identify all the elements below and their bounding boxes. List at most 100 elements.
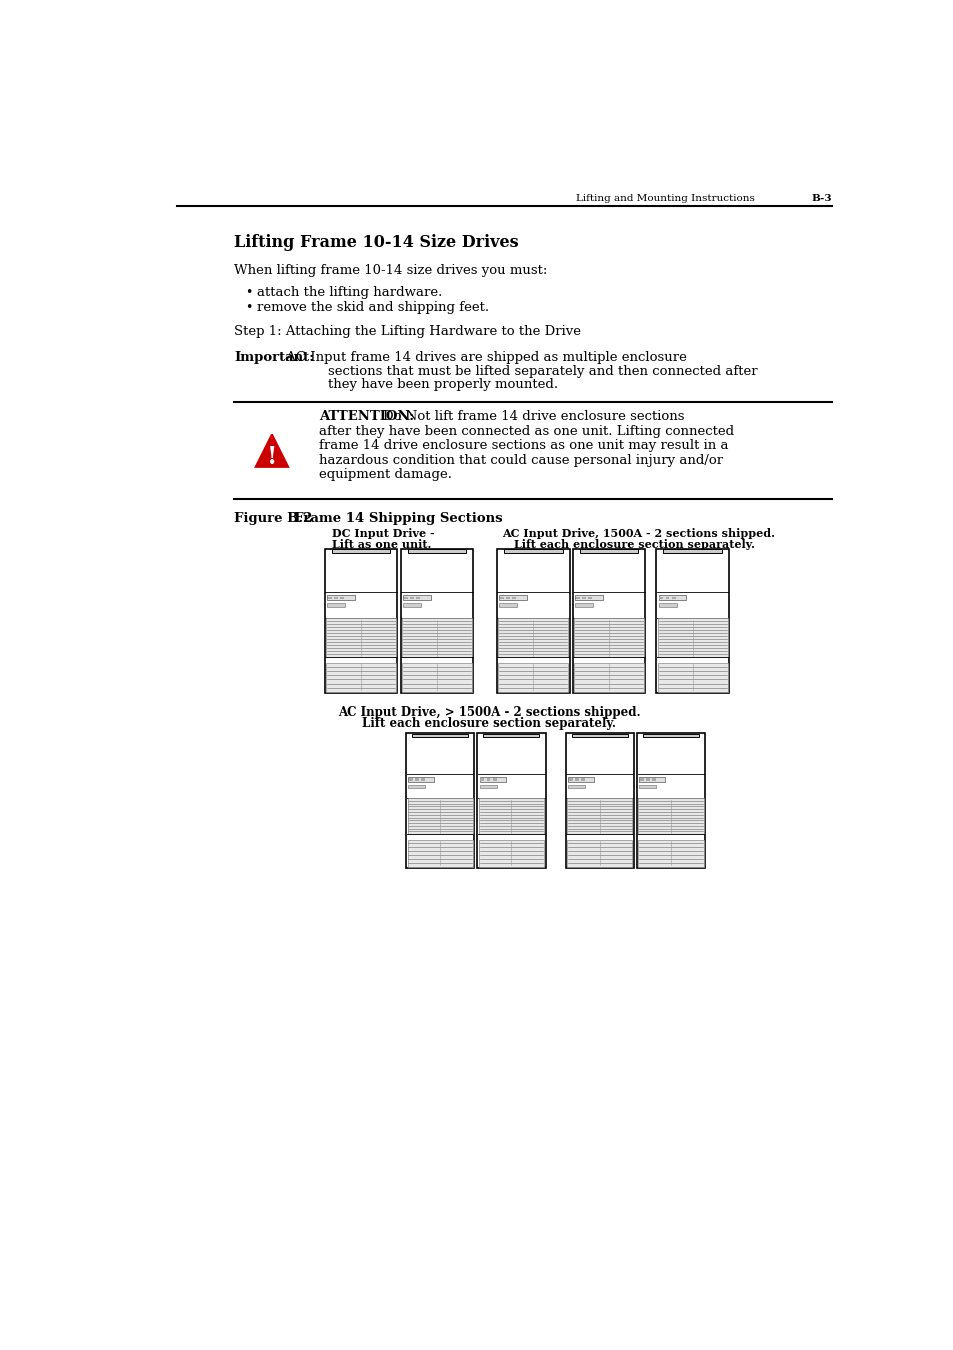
Text: •: •: [245, 301, 252, 313]
Bar: [575, 597, 579, 599]
Bar: [639, 784, 656, 788]
Bar: [642, 734, 699, 737]
Bar: [567, 784, 584, 788]
Bar: [480, 779, 484, 780]
Bar: [402, 663, 472, 691]
Bar: [638, 840, 703, 867]
Text: sections that must be lifted separately and then connected after: sections that must be lifted separately …: [328, 364, 758, 378]
Text: When lifting frame 10-14 size drives you must:: When lifting frame 10-14 size drives you…: [233, 265, 547, 277]
Bar: [479, 776, 505, 782]
Bar: [574, 663, 643, 691]
Bar: [498, 595, 526, 601]
Bar: [645, 779, 649, 780]
Bar: [497, 548, 569, 694]
Text: Lift each enclosure section separately.: Lift each enclosure section separately.: [361, 717, 616, 730]
Bar: [567, 798, 632, 834]
Bar: [665, 597, 669, 599]
Bar: [400, 548, 473, 694]
Bar: [402, 602, 420, 606]
Bar: [326, 618, 395, 657]
Bar: [498, 602, 517, 606]
Bar: [658, 602, 676, 606]
Bar: [483, 734, 538, 737]
Bar: [486, 779, 490, 780]
Bar: [497, 663, 567, 691]
Bar: [571, 734, 627, 737]
Bar: [575, 602, 593, 606]
Bar: [503, 549, 562, 553]
Bar: [326, 663, 395, 691]
Bar: [324, 548, 397, 694]
Bar: [409, 779, 413, 780]
Bar: [412, 734, 468, 737]
Bar: [639, 776, 664, 782]
Bar: [575, 779, 578, 780]
Text: Important:: Important:: [233, 351, 314, 363]
Bar: [568, 779, 572, 780]
Bar: [512, 597, 516, 599]
Bar: [497, 618, 567, 657]
Bar: [407, 840, 472, 867]
Text: Lifting Frame 10-14 Size Drives: Lifting Frame 10-14 Size Drives: [233, 234, 518, 251]
Bar: [332, 549, 390, 553]
Text: •: •: [245, 286, 252, 298]
Text: Step 1: Attaching the Lifting Hardware to the Drive: Step 1: Attaching the Lifting Hardware t…: [233, 325, 580, 339]
Text: AC Input Drive, 1500A - 2 sections shipped.: AC Input Drive, 1500A - 2 sections shipp…: [501, 528, 774, 539]
Bar: [493, 779, 497, 780]
Bar: [402, 618, 472, 657]
Bar: [658, 663, 727, 691]
Text: !: !: [267, 446, 276, 470]
Bar: [658, 595, 685, 601]
Bar: [421, 779, 425, 780]
Bar: [328, 597, 332, 599]
Bar: [587, 597, 592, 599]
Bar: [340, 597, 344, 599]
Text: Figure B.2: Figure B.2: [233, 513, 312, 525]
Bar: [410, 597, 414, 599]
Text: frame 14 drive enclosure sections as one unit may result in a: frame 14 drive enclosure sections as one…: [319, 439, 728, 452]
Bar: [407, 798, 472, 834]
Bar: [574, 618, 643, 657]
Bar: [659, 597, 662, 599]
Bar: [479, 784, 497, 788]
Bar: [327, 602, 345, 606]
Text: Lifting and Mounting Instructions: Lifting and Mounting Instructions: [576, 194, 754, 204]
Bar: [579, 549, 638, 553]
Bar: [565, 733, 633, 868]
Bar: [567, 776, 594, 782]
Bar: [505, 597, 509, 599]
Text: remove the skid and shipping feet.: remove the skid and shipping feet.: [257, 301, 489, 313]
Bar: [652, 779, 656, 780]
Text: after they have been connected as one unit. Lifting connected: after they have been connected as one un…: [319, 424, 734, 437]
Bar: [478, 840, 543, 867]
Bar: [499, 597, 503, 599]
Text: AC Input frame 14 drives are shipped as multiple enclosure: AC Input frame 14 drives are shipped as …: [282, 351, 686, 363]
Bar: [581, 597, 585, 599]
Bar: [415, 779, 418, 780]
Text: Lift as one unit.: Lift as one unit.: [332, 539, 432, 549]
Text: they have been properly mounted.: they have been properly mounted.: [328, 378, 558, 392]
Text: Lift each enclosure section separately.: Lift each enclosure section separately.: [514, 539, 755, 549]
Bar: [671, 597, 675, 599]
Bar: [658, 618, 727, 657]
Text: Frame 14 Shipping Sections: Frame 14 Shipping Sections: [285, 513, 502, 525]
Bar: [402, 595, 430, 601]
Bar: [403, 597, 407, 599]
Bar: [638, 798, 703, 834]
Bar: [639, 779, 643, 780]
Bar: [408, 776, 434, 782]
Bar: [334, 597, 337, 599]
Bar: [408, 784, 425, 788]
Text: B-3: B-3: [811, 194, 831, 204]
Bar: [478, 798, 543, 834]
Bar: [416, 597, 419, 599]
Bar: [575, 595, 602, 601]
Bar: [327, 595, 355, 601]
Bar: [580, 779, 584, 780]
Bar: [656, 548, 728, 694]
Polygon shape: [255, 435, 288, 467]
Bar: [407, 549, 466, 553]
Text: AC Input Drive, > 1500A - 2 sections shipped.: AC Input Drive, > 1500A - 2 sections shi…: [337, 706, 639, 718]
Bar: [662, 549, 721, 553]
Bar: [567, 840, 632, 867]
